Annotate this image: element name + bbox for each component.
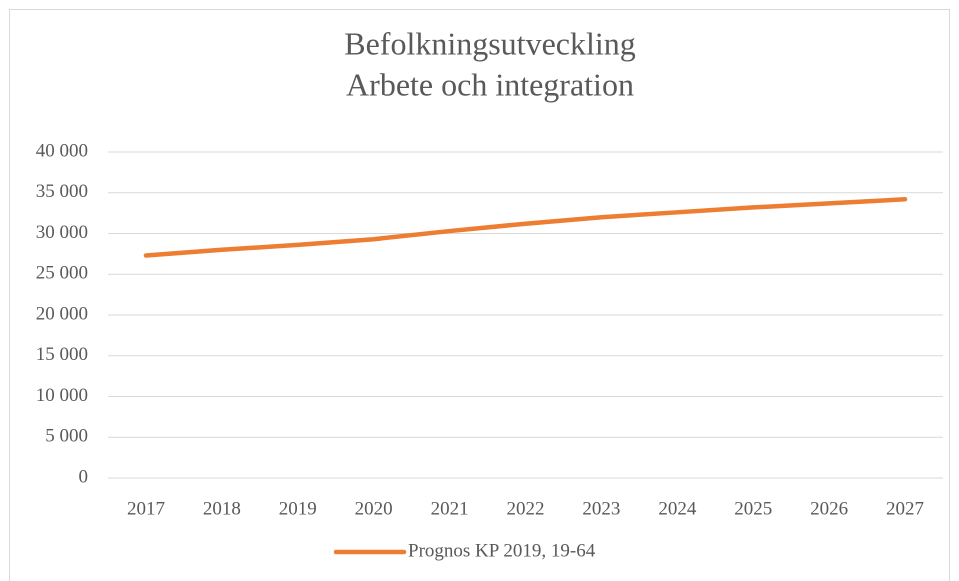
y-tick-label: 35 000 <box>36 181 88 202</box>
y-tick-label: 30 000 <box>36 222 88 243</box>
legend-label: Prognos KP 2019, 19-64 <box>408 540 596 561</box>
chart-title: Befolkningsutveckling <box>344 25 636 61</box>
y-tick-label: 15 000 <box>36 344 88 365</box>
chart-border <box>9 9 950 581</box>
y-tick-label: 5 000 <box>45 426 88 447</box>
y-tick-label: 0 <box>79 466 89 487</box>
y-tick-label: 40 000 <box>36 140 88 161</box>
x-tick-label: 2025 <box>734 498 772 519</box>
x-tick-label: 2022 <box>507 498 545 519</box>
x-tick-label: 2020 <box>355 498 393 519</box>
y-tick-label: 10 000 <box>36 385 88 406</box>
x-tick-label: 2024 <box>658 498 697 519</box>
data-line <box>143 197 908 258</box>
x-tick-label: 2021 <box>431 498 469 519</box>
y-tick-label: 20 000 <box>36 303 88 324</box>
x-tick-label: 2027 <box>886 498 924 519</box>
y-tick-label: 25 000 <box>36 263 88 284</box>
x-tick-label: 2023 <box>582 498 620 519</box>
x-tick-label: 2019 <box>279 498 317 519</box>
x-tick-label: 2017 <box>127 498 165 519</box>
chart-subtitle: Arbete och integration <box>346 66 634 102</box>
x-tick-label: 2018 <box>203 498 241 519</box>
x-tick-label: 2026 <box>810 498 848 519</box>
